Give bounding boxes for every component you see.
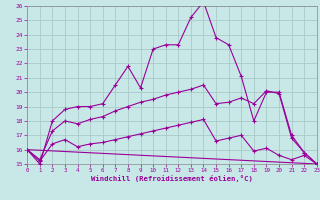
X-axis label: Windchill (Refroidissement éolien,°C): Windchill (Refroidissement éolien,°C) bbox=[91, 175, 253, 182]
